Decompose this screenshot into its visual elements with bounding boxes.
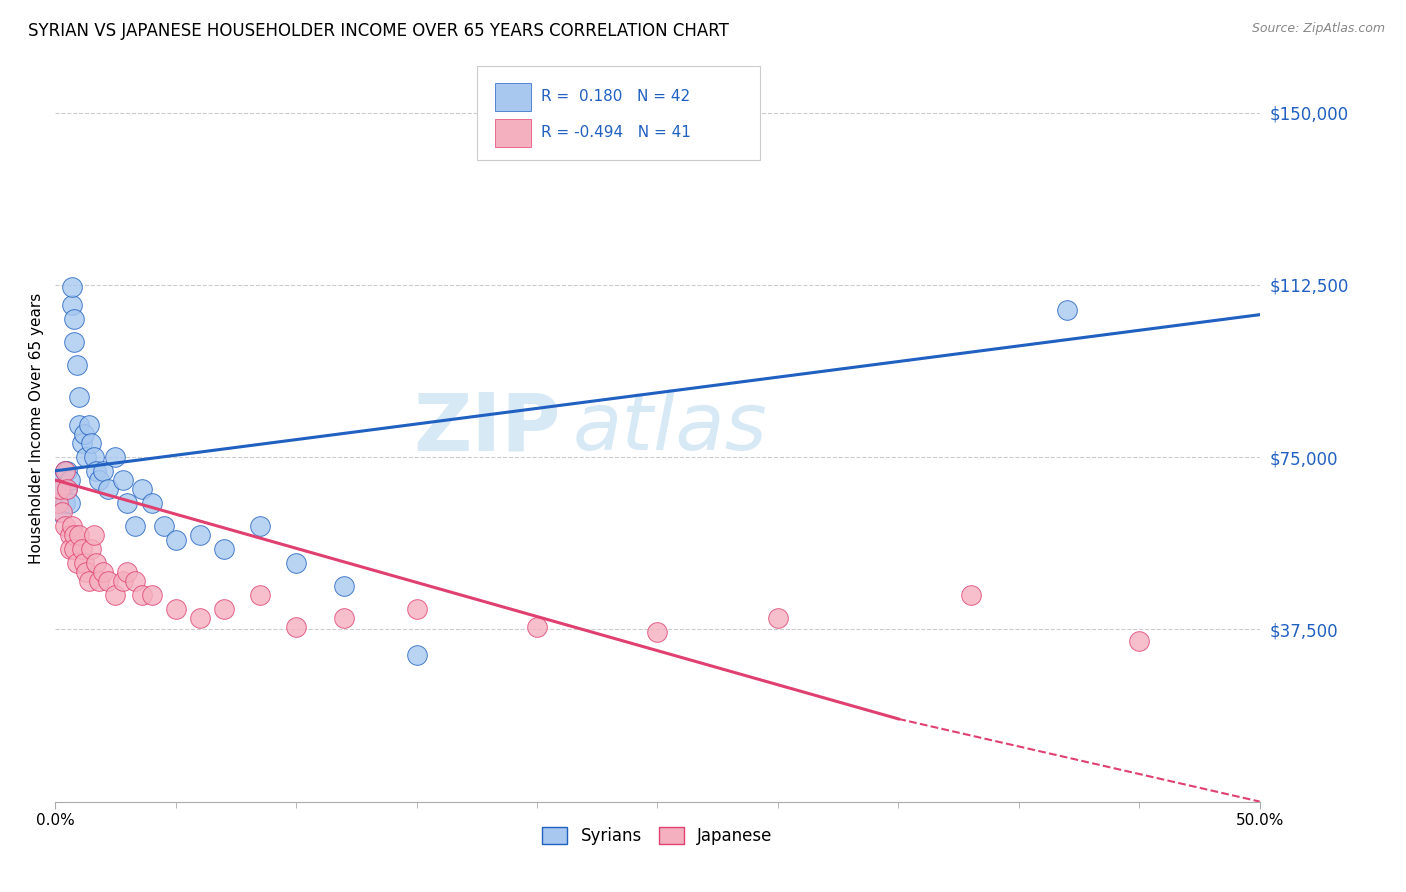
Point [73,556,96,570]
Point [188,611,211,625]
Point [1128,633,1150,648]
Text: R =  0.180   N = 42: R = 0.180 N = 42 [540,89,690,104]
Point [124,574,146,588]
Point [1056,303,1078,318]
Point [333,611,356,625]
Point [405,601,427,615]
Point [59,528,82,542]
Point [59,496,82,510]
Point [405,648,427,662]
Point [60,280,83,294]
Point [124,519,146,533]
Point [76,450,98,464]
Point [104,588,127,602]
Point [53,464,76,478]
Point [249,519,271,533]
Point [93,565,115,579]
Point [77,417,100,432]
Point [131,482,153,496]
Point [111,473,134,487]
Text: SYRIAN VS JAPANESE HOUSEHOLDER INCOME OVER 65 YEARS CORRELATION CHART: SYRIAN VS JAPANESE HOUSEHOLDER INCOME OV… [28,22,728,40]
Point [76,565,98,579]
Point [97,574,120,588]
Point [152,519,174,533]
Point [67,417,90,432]
Point [49,505,72,519]
Point [56,482,79,496]
Point [647,624,669,639]
Point [56,482,79,496]
Point [87,473,110,487]
Point [84,464,107,478]
Point [285,620,308,634]
Point [51,482,73,496]
Point [51,473,73,487]
Point [285,556,308,570]
Point [83,450,105,464]
Point [49,482,72,496]
Point [63,528,86,542]
Point [70,436,93,450]
FancyBboxPatch shape [495,83,531,112]
Text: ZIP: ZIP [413,389,561,467]
Point [93,464,115,478]
Point [111,574,134,588]
Point [66,556,89,570]
Point [46,496,69,510]
Point [73,427,96,442]
Point [141,588,163,602]
FancyBboxPatch shape [495,119,531,147]
Point [84,556,107,570]
Point [117,496,139,510]
Point [766,611,789,625]
Point [59,473,82,487]
Point [104,450,127,464]
Point [51,505,73,519]
Point [117,565,139,579]
Point [63,312,86,326]
Point [77,574,100,588]
Point [83,528,105,542]
Point [53,464,76,478]
Point [60,298,83,312]
Point [188,528,211,542]
Point [56,464,79,478]
Point [165,601,187,615]
Point [67,390,90,404]
Point [212,541,235,556]
Point [46,496,69,510]
Point [63,541,86,556]
Text: Source: ZipAtlas.com: Source: ZipAtlas.com [1251,22,1385,36]
Point [67,528,90,542]
Point [70,541,93,556]
Legend: Syrians, Japanese: Syrians, Japanese [543,827,772,846]
Point [131,588,153,602]
Point [526,620,548,634]
Point [80,436,103,450]
Y-axis label: Householder Income Over 65 years: Householder Income Over 65 years [30,293,44,564]
Point [249,588,271,602]
Point [87,574,110,588]
Point [97,482,120,496]
FancyBboxPatch shape [477,66,759,160]
Point [165,533,187,547]
Point [80,541,103,556]
Point [60,519,83,533]
Point [66,358,89,372]
Point [53,519,76,533]
Text: atlas: atlas [574,389,768,467]
Point [63,335,86,350]
Point [141,496,163,510]
Text: R = -0.494   N = 41: R = -0.494 N = 41 [540,125,690,140]
Point [212,601,235,615]
Point [959,588,981,602]
Point [59,541,82,556]
Point [53,496,76,510]
Point [333,579,356,593]
